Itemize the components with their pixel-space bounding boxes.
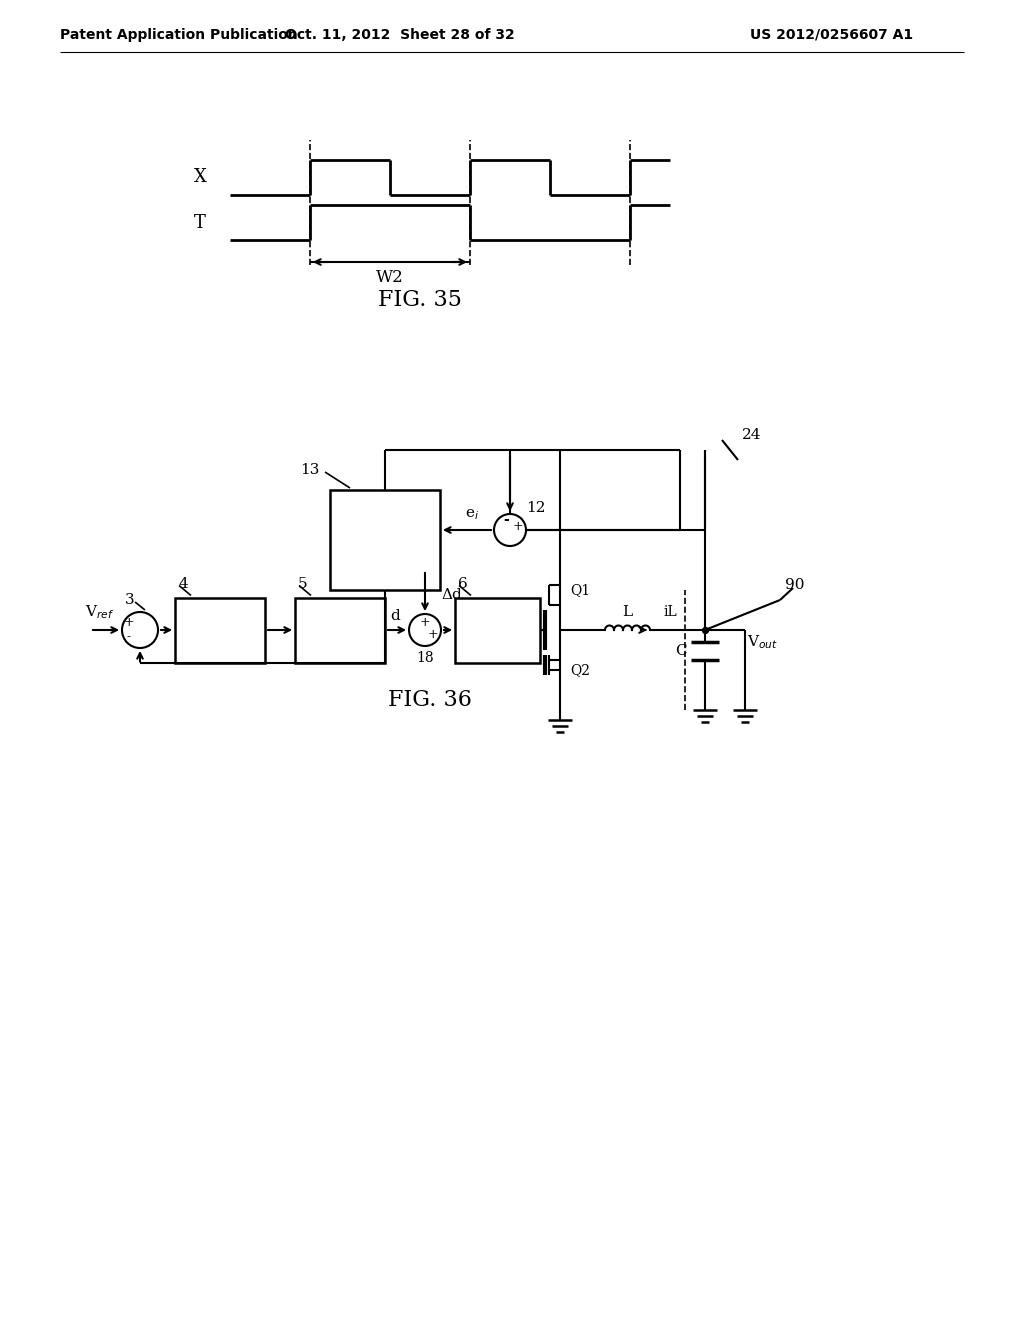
Text: 90: 90 [785,578,805,591]
Text: C: C [675,644,687,657]
Text: 4: 4 [178,577,187,590]
Bar [175,598,265,663]
Bar [295,598,385,663]
Text: Patent Application Publication: Patent Application Publication [60,28,298,42]
Circle shape [494,513,526,546]
Text: 5: 5 [298,577,308,590]
Text: -: - [503,513,509,527]
Text: FIG. 36: FIG. 36 [388,689,472,711]
Bar [455,598,540,663]
Text: -: - [127,631,131,644]
Text: 13: 13 [301,463,319,477]
Text: X: X [194,169,207,186]
Text: +: + [428,627,438,640]
Text: +: + [420,615,430,628]
Text: V$_{out}$: V$_{out}$ [748,634,778,651]
Text: FIG. 35: FIG. 35 [378,289,462,312]
Text: Oct. 11, 2012  Sheet 28 of 32: Oct. 11, 2012 Sheet 28 of 32 [285,28,515,42]
Circle shape [409,614,441,645]
Text: +: + [513,520,523,532]
Text: 12: 12 [526,502,546,515]
Text: T: T [195,214,206,231]
Text: e$_i$: e$_i$ [465,508,479,523]
Text: +: + [124,616,134,630]
Text: V$_{ref}$: V$_{ref}$ [85,603,115,620]
Text: L: L [623,605,633,619]
Text: 24: 24 [742,428,762,442]
Text: Q1: Q1 [570,583,590,597]
Bar [330,490,440,590]
Text: US 2012/0256607 A1: US 2012/0256607 A1 [750,28,913,42]
Text: d: d [390,609,400,623]
Text: W2: W2 [376,269,403,286]
Text: 3: 3 [125,593,135,607]
Text: Q2: Q2 [570,663,590,677]
Text: 18: 18 [416,651,434,665]
Circle shape [122,612,158,648]
Text: Δd: Δd [441,587,462,602]
Text: iL: iL [664,605,677,619]
Text: 6: 6 [458,577,468,590]
